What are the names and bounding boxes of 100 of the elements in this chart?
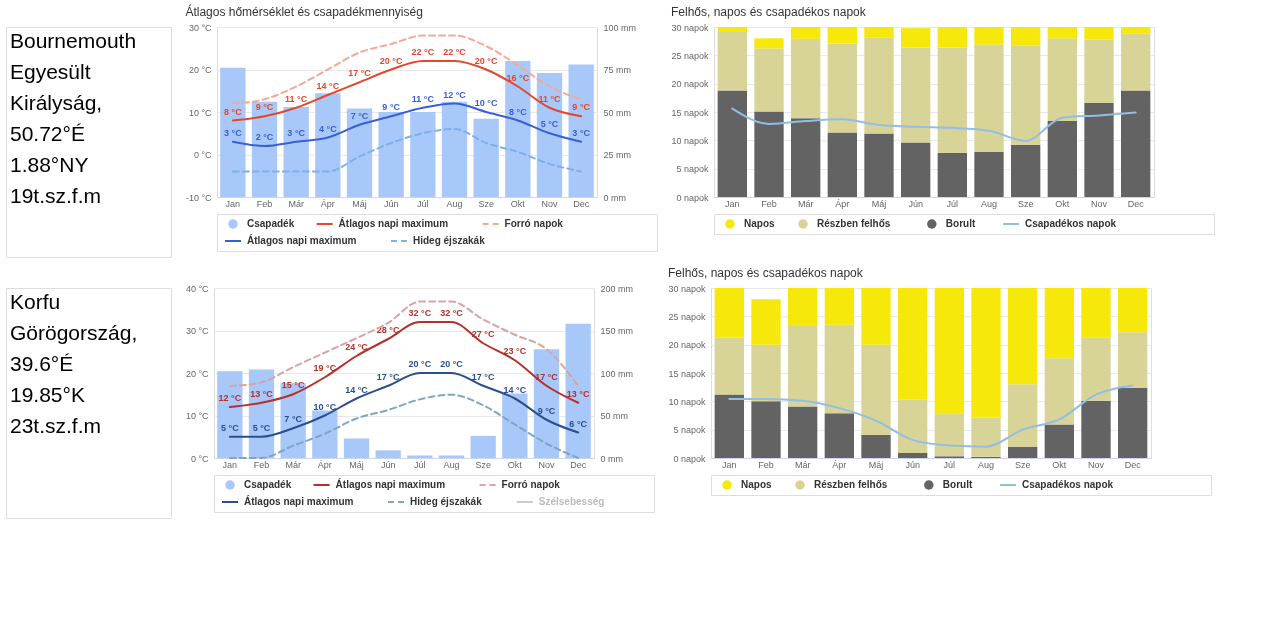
x-tick-label: Feb <box>253 459 270 470</box>
bar <box>788 406 818 458</box>
bar <box>283 106 309 197</box>
bar <box>1081 337 1111 401</box>
y-tick-label: 0 °C <box>193 150 212 160</box>
x-tick-label: Jan <box>225 198 241 209</box>
y2-tick-label: 0 mm <box>600 453 623 464</box>
legend-label: Átlagos napi maximum <box>338 217 449 229</box>
line-series <box>231 34 583 105</box>
x-tick-label: Jan <box>722 459 737 470</box>
legend-label: Hideg éjszakák <box>413 235 486 246</box>
bar <box>791 118 821 197</box>
bar <box>438 455 465 458</box>
data-label: 32 °C <box>408 308 432 318</box>
data-label: 19 °C <box>313 363 337 374</box>
y2-tick-label: 50 mm <box>603 107 632 118</box>
x-tick-label: Sze <box>475 459 491 470</box>
x-tick-label: Jún <box>383 198 399 209</box>
legend-label: Csapadékos napok <box>1025 218 1117 229</box>
data-label: 6 °C <box>569 418 588 429</box>
bar <box>1084 39 1114 103</box>
y-tick-label: 20 °C <box>188 65 212 75</box>
y-tick-label: 20 napok <box>668 340 706 351</box>
bar <box>971 288 1001 418</box>
data-label: 10 °C <box>313 401 337 412</box>
bar <box>346 108 373 197</box>
data-label: 5 °C <box>221 422 240 433</box>
legend-label: Forró napok <box>504 218 564 229</box>
text: Egyesült <box>10 60 91 83</box>
bar <box>1084 102 1114 197</box>
bar <box>898 452 928 458</box>
y-tick-label: 20 napok <box>671 79 709 90</box>
bar <box>937 27 967 48</box>
data-label: 12 °C <box>443 89 467 100</box>
bar <box>1044 288 1074 359</box>
y-tick-label: 0 napok <box>673 453 706 464</box>
bar <box>407 455 433 458</box>
legend-label: Hideg éjszakák <box>410 496 483 507</box>
x-tick-label: Júl <box>417 198 429 209</box>
x-tick-label: Már <box>285 459 301 470</box>
y-tick-label: 40 °C <box>185 283 209 294</box>
bar <box>470 435 496 458</box>
data-label: 14 °C <box>503 384 527 395</box>
y2-tick-label: 100 mm <box>600 368 634 379</box>
legend-label: Csapadék <box>244 479 292 490</box>
text: 1.88°NY <box>10 153 89 176</box>
bar <box>312 410 338 458</box>
y-tick-label: 25 napok <box>671 50 709 61</box>
x-tick-label: Dec <box>1124 459 1142 470</box>
bar <box>343 438 370 458</box>
bar <box>864 133 894 197</box>
text: 19.85°K <box>10 383 85 406</box>
bar <box>1118 288 1148 333</box>
bar <box>714 337 744 395</box>
bar <box>378 112 404 197</box>
x-tick-label: Jún <box>380 459 396 470</box>
y-tick-label: 10 °C <box>185 411 209 421</box>
bar <box>1121 90 1151 197</box>
text: Királyság, <box>10 91 103 114</box>
bar <box>714 394 744 458</box>
bar <box>751 401 781 458</box>
data-label: 20 °C <box>408 359 432 369</box>
bar <box>1118 387 1148 458</box>
x-tick-label: Nov <box>1090 198 1108 209</box>
y2-tick-label: 25 mm <box>603 150 632 160</box>
bar <box>714 288 744 338</box>
data-label: 5 °C <box>540 119 559 130</box>
bar <box>1044 424 1074 458</box>
bar <box>824 288 854 325</box>
bar <box>1047 121 1077 197</box>
bar <box>901 142 931 197</box>
bar <box>974 27 1004 45</box>
bar <box>217 371 243 458</box>
x-tick-label: Jún <box>905 459 920 470</box>
bar <box>827 43 857 133</box>
x-tick-label: Ápr <box>832 459 847 470</box>
data-label: 15 °C <box>281 380 305 391</box>
legend-label: Szélsebesség <box>538 496 605 507</box>
y-tick-label: 30 °C <box>188 22 212 33</box>
x-tick-label: Ápr <box>320 198 335 209</box>
bar <box>505 61 531 197</box>
x-tick-label: Már <box>794 459 811 470</box>
bar <box>754 48 784 112</box>
x-tick-label: Júl <box>946 198 959 209</box>
chart-title: Átlagos hőmérséklet és csapadékmennyiség <box>185 4 423 19</box>
bar <box>1008 384 1038 447</box>
data-label: 4 °C <box>319 123 338 134</box>
x-tick-label: Aug <box>977 459 995 470</box>
data-label: 20 °C <box>379 55 403 66</box>
x-tick-label: Sze <box>1014 459 1031 470</box>
data-label: 13 °C <box>250 388 274 399</box>
bar <box>937 47 967 153</box>
bar <box>502 393 528 458</box>
bar <box>901 47 931 143</box>
x-tick-label: Ápr <box>317 459 332 470</box>
data-label: 5 °C <box>252 422 271 433</box>
y2-tick-label: 100 mm <box>603 22 637 33</box>
x-tick-label: Ápr <box>835 198 850 209</box>
bar <box>861 434 891 458</box>
legend-label: Napos <box>741 479 772 490</box>
